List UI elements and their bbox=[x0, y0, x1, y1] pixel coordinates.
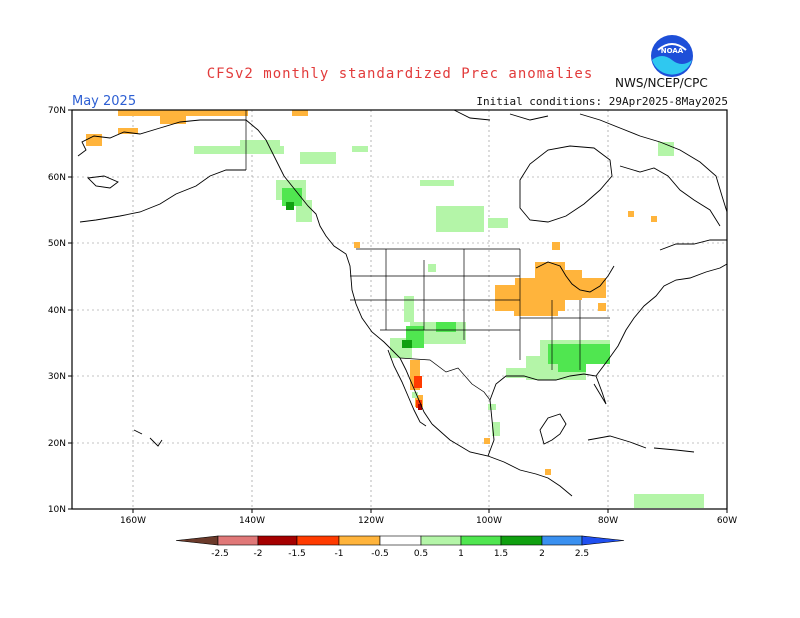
chart-title: CFSv2 monthly standardized Prec anomalie… bbox=[206, 66, 594, 82]
noaa-logo-text: NOAA bbox=[661, 47, 684, 55]
map-area bbox=[72, 109, 728, 509]
colorbar-label: -1 bbox=[335, 549, 344, 559]
lat-label: 50N bbox=[48, 239, 66, 249]
colorbar-label: 2 bbox=[539, 549, 545, 559]
colorbar-label: 1.5 bbox=[494, 549, 508, 559]
lat-labels: 70N 60N 50N 40N 30N 20N 10N bbox=[48, 106, 66, 515]
colorbar-swatch bbox=[257, 535, 298, 546]
lat-label: 40N bbox=[48, 306, 66, 316]
very-strong-dry-anomalies bbox=[418, 404, 422, 410]
lat-label: 10N bbox=[48, 505, 66, 515]
lat-label: 20N bbox=[48, 439, 66, 449]
colorbar-swatch bbox=[379, 535, 422, 546]
colorbar-swatch bbox=[500, 535, 543, 546]
colorbar-label: -2.5 bbox=[211, 549, 229, 559]
graticule bbox=[72, 110, 727, 509]
lat-label: 30N bbox=[48, 372, 66, 382]
lat-label: 60N bbox=[48, 173, 66, 183]
colorbar-labels: -2.5 -2 -1.5 -1 -0.5 0.5 1 1.5 2 2.5 bbox=[211, 549, 589, 559]
noaa-logo-icon: NOAA bbox=[651, 35, 693, 77]
colorbar-arrow-high bbox=[581, 535, 625, 546]
colorbar-label: 1 bbox=[458, 549, 464, 559]
dry-anomalies bbox=[86, 110, 657, 475]
map-border bbox=[71, 109, 728, 510]
colorbar-swatch bbox=[541, 535, 583, 546]
lon-label: 160W bbox=[120, 516, 146, 526]
lon-label: 120W bbox=[358, 516, 384, 526]
forecast-month: May 2025 bbox=[72, 94, 137, 109]
colorbar-swatch bbox=[338, 535, 381, 546]
political-boundaries bbox=[245, 110, 610, 401]
agency-label: NWS/NCEP/CPC bbox=[615, 76, 708, 90]
colorbar-label: 2.5 bbox=[575, 549, 589, 559]
colorbar-swatch bbox=[217, 535, 259, 546]
colorbar-label: 0.5 bbox=[414, 549, 428, 559]
lon-label: 140W bbox=[239, 516, 265, 526]
colorbar-swatch bbox=[420, 535, 462, 546]
colorbar-arrow-low bbox=[175, 535, 219, 546]
axis-ticks bbox=[68, 109, 728, 513]
lon-label: 60W bbox=[717, 516, 737, 526]
lon-label: 100W bbox=[476, 516, 502, 526]
moderate-wet-anomalies bbox=[282, 188, 610, 372]
coastlines bbox=[77, 109, 728, 497]
colorbar-swatch bbox=[296, 535, 340, 546]
colorbar-swatch bbox=[460, 535, 502, 546]
lat-label: 70N bbox=[48, 106, 66, 116]
colorbar-label: -1.5 bbox=[288, 549, 306, 559]
lon-label: 80W bbox=[598, 516, 618, 526]
lon-labels: 160W 140W 120W 100W 80W 60W bbox=[120, 516, 737, 526]
colorbar-label: -2 bbox=[254, 549, 263, 559]
colorbar-label: -0.5 bbox=[371, 549, 389, 559]
colorbar bbox=[175, 535, 625, 546]
strong-wet-anomalies bbox=[286, 202, 412, 348]
initial-conditions: Initial conditions: 29Apr2025-8May2025 bbox=[476, 95, 728, 108]
